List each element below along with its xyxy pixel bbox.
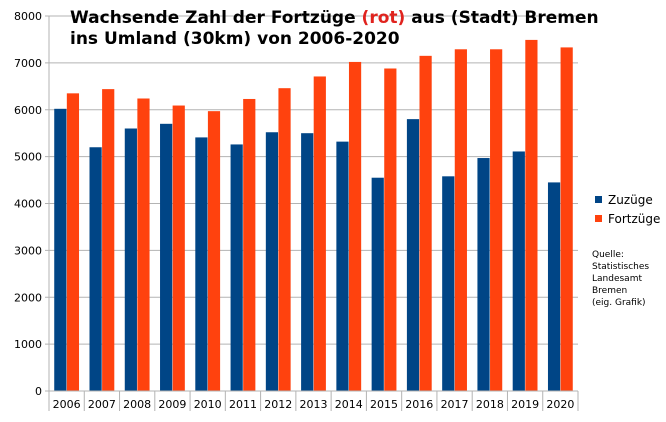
bar-zuzuege <box>442 176 455 391</box>
bar-zuzuege <box>406 119 420 391</box>
bars <box>54 39 573 391</box>
source-note-line: Quelle: <box>592 250 624 260</box>
source-note-line: Landesamt <box>592 274 642 284</box>
x-tick-label: 2016 <box>405 398 433 411</box>
bar-fortzuege <box>384 68 397 391</box>
x-tick-label: 2013 <box>300 398 328 411</box>
bar-fortzuege <box>207 111 221 391</box>
x-tick-label: 2014 <box>335 398 363 411</box>
x-tick-label: 2019 <box>511 398 539 411</box>
y-tick-label: 2000 <box>14 291 42 304</box>
grid-lines <box>49 15 578 392</box>
bar-fortzuege <box>490 49 503 391</box>
legend-label-fortzuege: Fortzüge <box>608 212 660 226</box>
y-tick-label: 0 <box>35 385 42 398</box>
y-tick-label: 1000 <box>14 338 42 351</box>
x-tick-label: 2018 <box>476 398 504 411</box>
x-tick-label: 2010 <box>194 398 222 411</box>
bar-zuzuege <box>512 151 525 391</box>
bar-fortzuege <box>454 49 467 391</box>
x-tick-label: 2012 <box>264 398 292 411</box>
bar-fortzuege <box>313 76 326 391</box>
source-note: Quelle: Statistisches Landesamt Bremen (… <box>592 250 649 308</box>
x-tick-label: 2015 <box>370 398 398 411</box>
y-tick-label: 8000 <box>14 10 42 23</box>
bar-zuzuege <box>124 128 137 391</box>
source-note-line: Statistisches <box>592 262 649 272</box>
bar-fortzuege <box>66 93 80 391</box>
bar-fortzuege <box>137 98 150 391</box>
chart-title-line-2: ins Umland (30km) von 2006-2020 <box>70 29 400 49</box>
source-note-line: (eig. Grafik) <box>592 298 646 308</box>
source-note-line: Bremen <box>592 286 627 296</box>
legend-swatch-fortzuege <box>595 215 602 222</box>
legend: Zuzüge Fortzüge <box>595 193 660 226</box>
legend-swatch-zuzuege <box>595 196 602 203</box>
bar-fortzuege <box>102 89 115 391</box>
bar-fortzuege <box>172 105 185 391</box>
x-axis-ticks: 2006 2007 2008 2009 2010 2011 2012 2013 2014 2015… <box>48 391 579 411</box>
bar-zuzuege <box>54 108 67 391</box>
x-tick-label: 2020 <box>546 398 574 411</box>
x-tick-label: 2011 <box>229 398 257 411</box>
bar-zuzuege <box>230 144 243 391</box>
y-tick-label: 6000 <box>14 104 42 117</box>
bar-zuzuege <box>89 147 102 391</box>
y-tick-label: 7000 <box>14 57 42 70</box>
y-tick-label: 3000 <box>14 244 42 257</box>
bar-zuzuege <box>160 123 173 391</box>
bar-fortzuege <box>243 98 256 391</box>
x-tick-label: 2006 <box>53 398 81 411</box>
x-tick-label: 2008 <box>123 398 151 411</box>
bar-zuzuege <box>477 158 490 391</box>
bar-zuzuege <box>195 137 208 391</box>
y-tick-label: 5000 <box>14 151 42 164</box>
y-tick-label: 4000 <box>14 198 42 211</box>
bar-fortzuege <box>525 39 538 391</box>
bar-zuzuege <box>371 177 384 391</box>
bar-fortzuege <box>348 61 362 391</box>
bar-fortzuege <box>419 55 432 391</box>
bar-zuzuege <box>336 141 349 391</box>
bar-zuzuege <box>265 132 279 391</box>
bar-fortzuege <box>278 88 291 391</box>
y-axis-ticks: 0 1000 2000 3000 4000 5000 6000 7000 8000 <box>14 10 49 398</box>
x-tick-label: 2007 <box>88 398 116 411</box>
x-tick-label: 2009 <box>158 398 186 411</box>
bar-zuzuege <box>301 133 314 391</box>
chart-title-line-1: Wachsende Zahl der Fortzüge (rot) aus (S… <box>70 8 599 28</box>
bar-fortzuege <box>560 47 573 391</box>
x-tick-label: 2017 <box>441 398 469 411</box>
bar-zuzuege <box>547 182 561 391</box>
legend-label-zuzuege: Zuzüge <box>608 193 653 207</box>
